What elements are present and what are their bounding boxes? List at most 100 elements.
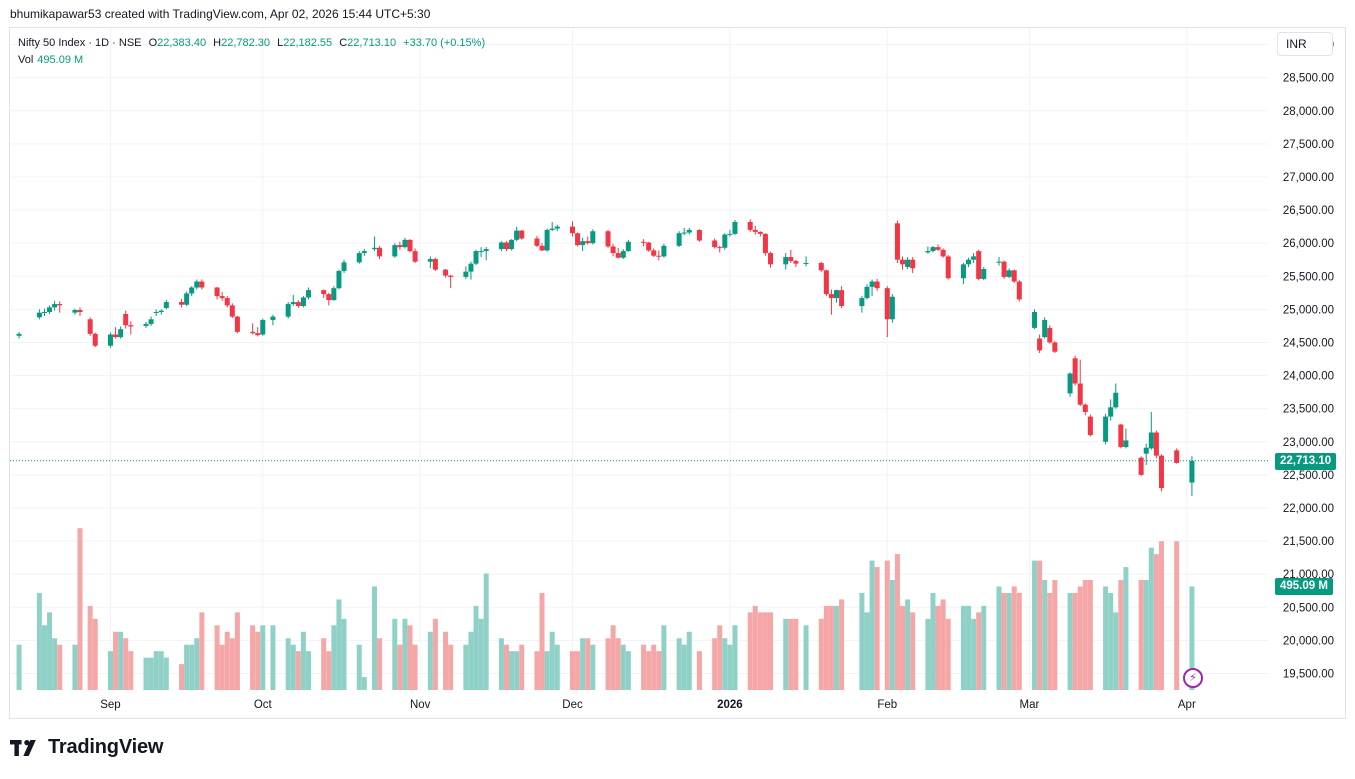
volume-bar bbox=[585, 638, 591, 690]
candle-body bbox=[900, 259, 906, 265]
symbol-label[interactable]: Nifty 50 Index · 1D · NSE bbox=[18, 37, 142, 49]
volume-label[interactable]: Vol bbox=[18, 54, 34, 66]
volume-bar bbox=[828, 605, 834, 690]
volume-bar bbox=[656, 651, 662, 690]
volume-bar bbox=[1087, 580, 1093, 690]
candle-body bbox=[285, 304, 291, 317]
candle-body bbox=[1189, 460, 1195, 483]
volume-bar bbox=[87, 605, 93, 690]
volume-bar bbox=[889, 580, 895, 690]
candle-body bbox=[828, 294, 834, 299]
price-tick-label: 26,500.00 bbox=[1283, 205, 1334, 217]
candle-body bbox=[818, 263, 824, 271]
candle-body bbox=[473, 251, 479, 264]
candle-body bbox=[214, 287, 220, 297]
volume-bar bbox=[676, 638, 682, 690]
candle-body bbox=[727, 233, 733, 235]
candle-body bbox=[1047, 327, 1053, 343]
time-tick-label: Feb bbox=[877, 699, 897, 711]
candle-body bbox=[1158, 455, 1164, 489]
volume-bar bbox=[834, 605, 840, 690]
high-label: H bbox=[213, 37, 222, 49]
candle-body bbox=[590, 231, 596, 244]
volume-bar bbox=[163, 657, 169, 690]
volume-bar bbox=[1032, 560, 1038, 690]
volume-bar bbox=[57, 644, 63, 690]
volume-bar bbox=[356, 644, 362, 690]
price-tick-label: 23,000.00 bbox=[1283, 437, 1334, 449]
volume-bar bbox=[412, 644, 418, 690]
candle-body bbox=[864, 286, 870, 299]
volume-bar bbox=[295, 651, 301, 690]
candle-body bbox=[757, 231, 763, 234]
candle-body bbox=[77, 310, 83, 312]
volume-bar bbox=[478, 618, 484, 690]
volume-bar bbox=[905, 599, 911, 690]
candle-body bbox=[1067, 373, 1073, 394]
candle-body bbox=[544, 229, 550, 251]
candle-body bbox=[575, 233, 581, 246]
volume-bar bbox=[696, 651, 702, 690]
candle-body bbox=[1103, 416, 1109, 442]
candle-body bbox=[889, 296, 895, 320]
volume-bar bbox=[397, 644, 403, 690]
volume-bar bbox=[940, 599, 946, 690]
volume-bar bbox=[1148, 547, 1154, 690]
candle-body bbox=[625, 241, 631, 252]
candle-body bbox=[1001, 261, 1007, 277]
candle-body bbox=[925, 251, 931, 253]
candle-body bbox=[747, 221, 753, 230]
lightning-icon[interactable]: ⚡ bbox=[1183, 668, 1203, 688]
candle-body bbox=[427, 259, 433, 262]
volume-bar bbox=[544, 651, 550, 690]
candle-body bbox=[392, 245, 398, 257]
volume-bar bbox=[72, 644, 78, 690]
candle-body bbox=[189, 287, 195, 294]
candle-body bbox=[519, 230, 525, 239]
volume-bar bbox=[270, 625, 276, 690]
candle-body bbox=[1174, 450, 1180, 463]
volume-bar bbox=[52, 638, 58, 690]
volume-bar bbox=[503, 644, 509, 690]
candle-body bbox=[113, 334, 119, 338]
volume-bar bbox=[966, 605, 972, 690]
candle-body bbox=[1016, 281, 1022, 300]
volume-bar bbox=[331, 625, 337, 690]
candle-body bbox=[971, 256, 977, 260]
candle-body bbox=[605, 231, 611, 247]
candle-body bbox=[199, 281, 205, 288]
time-tick-label: Sep bbox=[100, 699, 120, 711]
currency-selector[interactable]: INR bbox=[1277, 32, 1333, 56]
candle-body bbox=[839, 290, 845, 307]
candle-body bbox=[569, 226, 575, 234]
volume-bar bbox=[250, 625, 256, 690]
volume-bar bbox=[580, 638, 586, 690]
candle-body bbox=[478, 251, 484, 253]
candle-body bbox=[300, 297, 306, 307]
volume-bar bbox=[509, 651, 515, 690]
candle-body bbox=[803, 263, 809, 265]
candle-body bbox=[585, 241, 591, 244]
volume-bar bbox=[732, 625, 738, 690]
volume-bar bbox=[143, 657, 149, 690]
volume-bar bbox=[326, 651, 332, 690]
volume-bar bbox=[285, 638, 291, 690]
candles bbox=[16, 219, 1195, 496]
brand[interactable]: TradingView bbox=[10, 736, 163, 759]
volume-bar bbox=[1153, 554, 1159, 690]
candle-body bbox=[905, 259, 911, 267]
brand-name: TradingView bbox=[48, 736, 164, 758]
volume-bar bbox=[341, 618, 347, 690]
candle-body bbox=[229, 305, 235, 317]
candle-body bbox=[1042, 319, 1048, 338]
candle-body bbox=[783, 257, 789, 265]
candle-body bbox=[448, 275, 454, 277]
volume-bar bbox=[443, 631, 449, 690]
price-tick-label: 26,000.00 bbox=[1283, 238, 1334, 250]
volume-bar bbox=[321, 638, 327, 690]
candle-body bbox=[615, 253, 621, 258]
candle-body bbox=[1143, 447, 1149, 454]
candle-body bbox=[407, 239, 413, 252]
volume-bar bbox=[894, 554, 900, 690]
